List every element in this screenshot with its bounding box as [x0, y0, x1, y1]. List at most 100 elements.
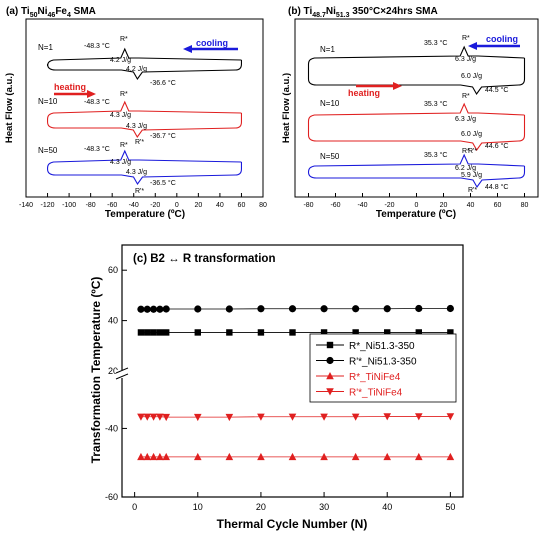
panel-a-heating-curve — [46, 162, 243, 186]
series-1-point — [149, 305, 158, 313]
panel-c-xtick-label: 40 — [382, 502, 392, 512]
panel-b-cooling-curve — [307, 102, 525, 122]
panel-c-xtick-label: 20 — [256, 502, 266, 512]
series-2-point — [446, 452, 455, 461]
series-0-point — [320, 329, 328, 336]
panel-c-ylabel: Transformation Temperature (ºC) — [89, 277, 103, 464]
series-0-point — [194, 329, 201, 336]
series-1-point — [415, 304, 423, 313]
series-1-point — [162, 305, 170, 313]
series-2-point — [383, 452, 392, 461]
axis-break-mark — [115, 367, 130, 380]
panel-c-xtick-label: 10 — [193, 502, 203, 512]
b-n50-cool-enthalpy: 6.2 J/g — [455, 165, 476, 172]
series-2-point — [156, 452, 164, 461]
panel-c-series — [137, 304, 455, 461]
a-n10-cool-peak: -48.3 °C — [84, 98, 110, 106]
panel-a-ylabel: Heat Flow (a.u.) — [4, 73, 15, 143]
b-n1-cool-peak: 35.3 °C — [424, 39, 447, 47]
panel-b-heating-curve — [307, 58, 526, 96]
b-n1-heat-enthalpy: 6.0 J/g — [461, 73, 482, 80]
panel-c-ytick-label: -40 — [105, 423, 118, 433]
panel-a-xtick-label: -40 — [129, 202, 139, 209]
cooling-arrowhead-b — [468, 42, 477, 50]
series-1-point — [156, 305, 164, 313]
series-3-point — [137, 413, 145, 421]
panel-a-frame — [25, 18, 264, 198]
series-3-point — [143, 413, 152, 421]
a-n50-cool-name: R* — [120, 142, 128, 149]
series-1-point — [137, 305, 145, 313]
panel-c-ytick-label: 20 — [108, 366, 118, 376]
series-1-point — [383, 305, 391, 313]
b-n10-label: N=10 — [320, 99, 340, 108]
panel-a-cooling-curve — [46, 100, 242, 120]
a-n50-cool-enthalpy: 4.3 J/g — [110, 159, 131, 166]
panel-b-curves — [307, 45, 526, 189]
series-2-point — [149, 452, 158, 461]
panel-a-xtick-label: -140 — [19, 202, 33, 209]
series-3-point — [320, 413, 328, 421]
b-n50-heat-enthalpy: 5.9 J/g — [461, 172, 482, 179]
series-3-point — [257, 413, 265, 421]
series-0-point — [150, 329, 157, 336]
series-3-point — [225, 413, 234, 422]
panel-b-cooling-curve — [307, 45, 525, 65]
panel-a-xtick-label: 80 — [259, 202, 267, 209]
series-3-point — [383, 413, 392, 421]
cooling-label-b: cooling — [486, 34, 518, 44]
b-n1-cool-name: R* — [462, 35, 470, 42]
series-2-point — [351, 452, 360, 461]
panel-c-xtick-label: 0 — [132, 502, 137, 512]
b-n10-cool-enthalpy: 6.3 J/g — [455, 116, 476, 123]
panel-b-xtick-label: -40 — [357, 202, 367, 209]
a-n50-heat-enthalpy: 4.3 J/g — [126, 169, 147, 176]
b-n50-heat-peak: 44.8 °C — [485, 183, 508, 191]
panel-a-xtick-label: -80 — [86, 202, 96, 209]
series-2-point — [414, 452, 423, 461]
series-1-point — [288, 305, 297, 313]
a-n1-heat-peak: -36.6 °C — [150, 79, 176, 87]
series-0-point — [163, 329, 170, 336]
b-n10-heat-name: R'* — [468, 148, 477, 155]
heating-arrowhead-b — [393, 82, 402, 90]
series-0-point — [289, 329, 296, 336]
series-3-point — [414, 413, 423, 421]
series-0-point — [384, 329, 391, 336]
panel-c-axes: 0 10 20 30 40 50 20 40 60 -60 -40 — [105, 265, 455, 512]
panel-a-xtick-label: 0 — [175, 202, 179, 209]
series-3-point — [149, 413, 158, 421]
panel-a-xtick-label: 40 — [216, 202, 224, 209]
panel-a-cooling-curve — [46, 149, 242, 169]
series-1-point — [257, 305, 265, 313]
a-n1-cool-peak: -48.3 °C — [84, 42, 110, 50]
panel-a-cooling-curve — [46, 47, 242, 67]
series-2-point — [320, 452, 328, 461]
panel-b-xtick-label: -20 — [384, 202, 394, 209]
series-3-point — [351, 413, 360, 421]
a-n10-cool-name: R* — [120, 91, 128, 98]
b-n10-heat-peak: 44.6 °C — [485, 142, 508, 150]
a-n10-heat-peak: -36.7 °C — [150, 132, 176, 140]
a-n10-heat-enthalpy: 4.3 J/g — [126, 123, 147, 130]
series-1-point — [225, 305, 233, 313]
b-n50-cool-peak: 35.3 °C — [424, 151, 447, 159]
series-3-point — [193, 413, 202, 422]
legend-marker-2 — [326, 372, 334, 380]
series-2-point — [257, 452, 265, 461]
legend-marker-1 — [326, 356, 334, 365]
b-n1-heat-peak: 44.5 °C — [485, 86, 508, 94]
panel-a-x-ticks: -140 -120 -100 -80 -60 -40 -20 0 20 40 60 80 — [19, 193, 267, 209]
panel-a-xlabel: Temperature (ºC) — [105, 209, 185, 220]
series-3-point — [446, 413, 455, 421]
panel-b-xtick-label: 0 — [415, 202, 419, 209]
panel-c-xtick-label: 50 — [445, 502, 455, 512]
b-n50-heat-name: R'* — [468, 187, 477, 194]
series-2-point — [143, 452, 152, 461]
series-1-point — [446, 304, 454, 313]
series-0-point — [447, 329, 454, 336]
series-3-point — [156, 413, 164, 421]
panel-b-heating-curve — [307, 115, 526, 152]
panel-a-xtick-label: -20 — [150, 202, 160, 209]
